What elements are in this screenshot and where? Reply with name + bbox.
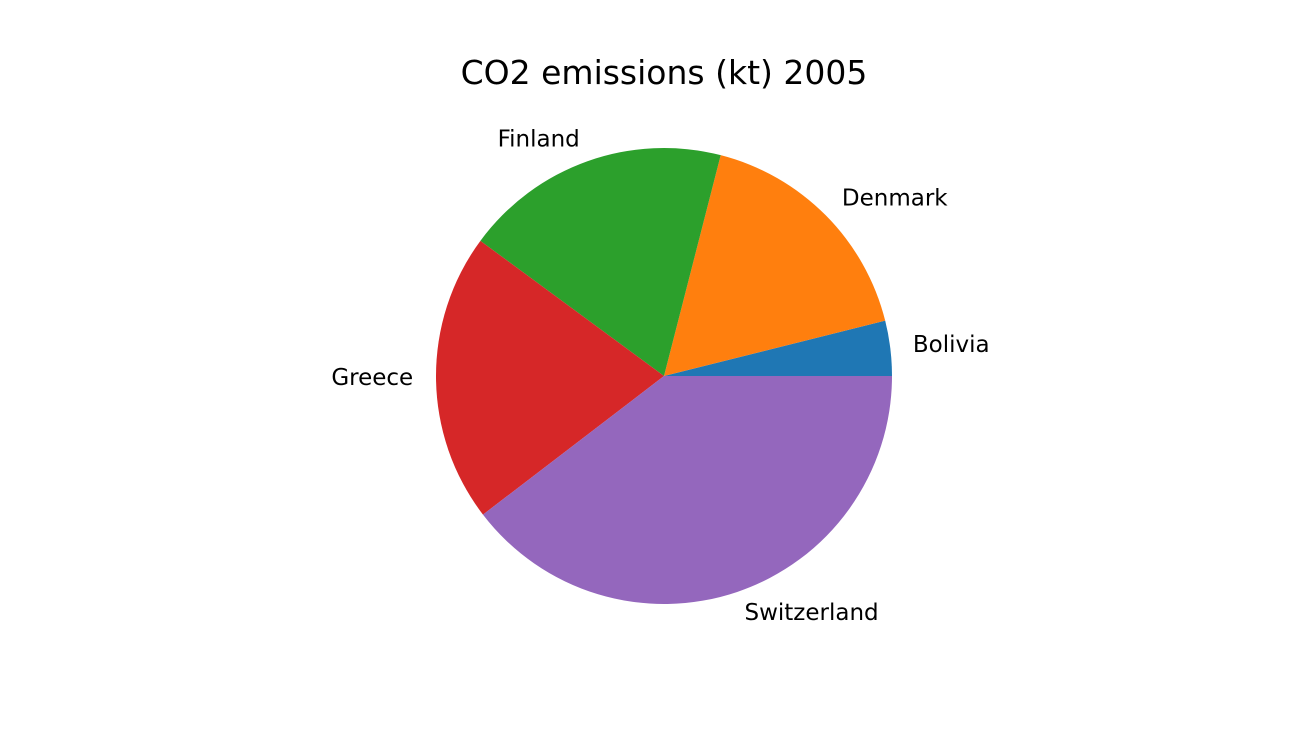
- pie-label-switzerland: Switzerland: [744, 600, 878, 626]
- pie-label-greece: Greece: [331, 365, 413, 391]
- chart-title: CO2 emissions (kt) 2005: [461, 53, 868, 92]
- pie-labels: Bolivia Denmark Finland Greece Switzerland: [331, 126, 989, 626]
- pie-slice-finland: [480, 148, 721, 376]
- pie-label-finland: Finland: [498, 126, 580, 152]
- pie-label-bolivia: Bolivia: [913, 332, 990, 358]
- pie-slice-bolivia: [664, 320, 892, 376]
- pie-slice-greece: [435, 240, 664, 515]
- pie-label-denmark: Denmark: [842, 186, 948, 212]
- pie-slice-switzerland: [482, 376, 892, 605]
- pie-slices: [435, 148, 892, 605]
- pie-slice-denmark: [664, 155, 886, 376]
